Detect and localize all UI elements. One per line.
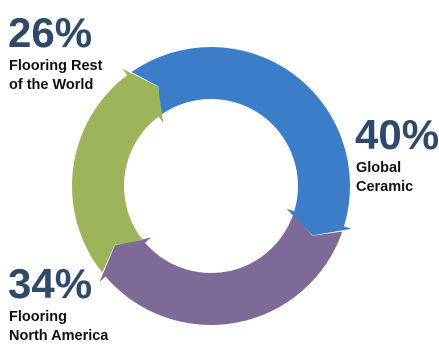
donut-segment-flooring-north-america xyxy=(99,214,343,325)
value-label-global-ceramic: 40% xyxy=(355,111,439,158)
value-label-flooring-rest-of-world: 26% xyxy=(8,9,92,56)
label-global-ceramic-line1: Global xyxy=(356,160,401,176)
label-flooring-rest-of-world-line2: of the World xyxy=(9,77,93,93)
value-label-flooring-north-america: 34% xyxy=(8,260,92,307)
label-flooring-north-america-line2: North America xyxy=(9,328,109,344)
donut-segments xyxy=(72,46,352,325)
donut-segment-flooring-rest-of-the-world xyxy=(72,68,164,273)
label-flooring-north-america-line1: Flooring xyxy=(9,309,67,325)
label-flooring-rest-of-world-line1: Flooring Rest xyxy=(9,58,103,74)
donut-segment-global-ceramic xyxy=(131,46,352,236)
label-global-ceramic-line2: Ceramic xyxy=(356,179,413,195)
